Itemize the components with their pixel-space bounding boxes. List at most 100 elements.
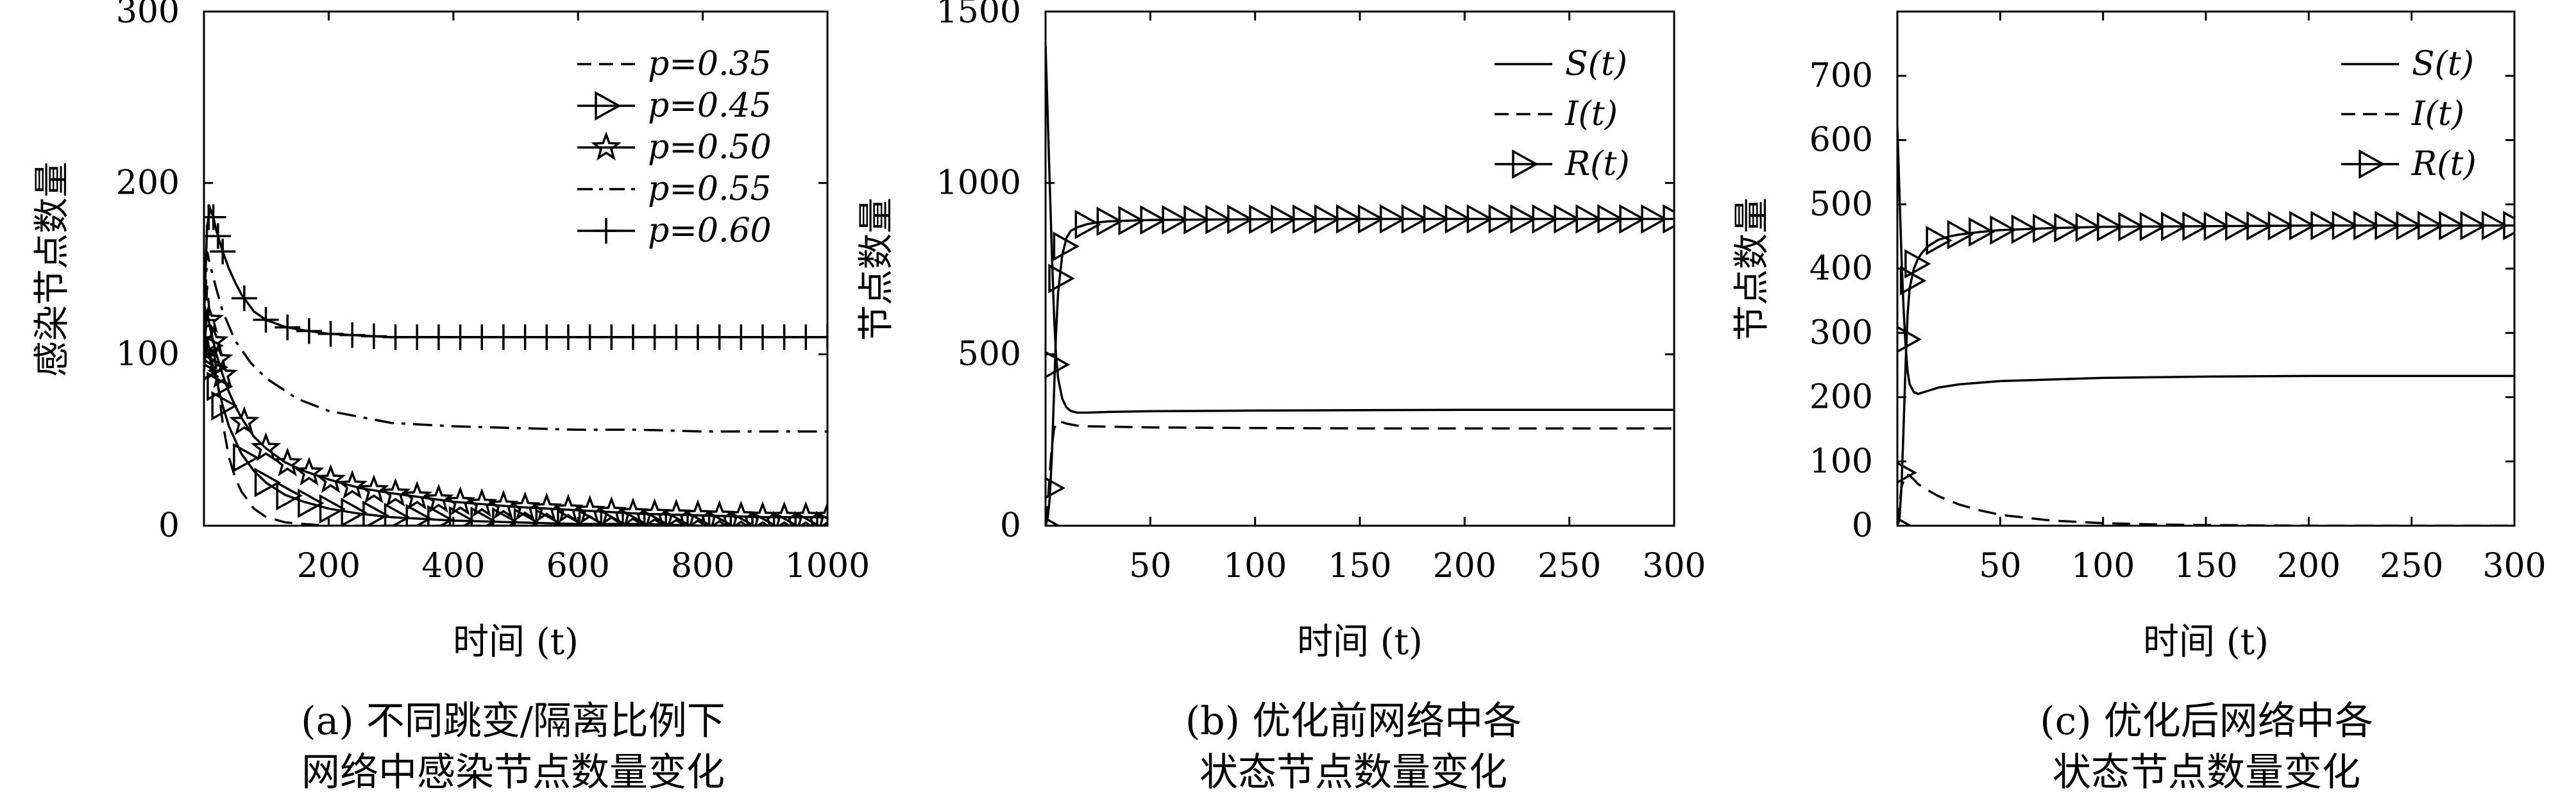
series-point [1401, 204, 1428, 234]
series-line [204, 311, 827, 519]
series-point [728, 324, 754, 350]
series-line [1046, 419, 1674, 524]
plot-area [204, 204, 827, 526]
series-point [204, 338, 219, 367]
chart-b: 50 100 150 200 250 300 0 500 1000 1500 S(t) I(t) R(t… [856, 0, 1706, 795]
series-point [553, 494, 584, 523]
series-point [319, 494, 346, 524]
series-point [207, 358, 239, 388]
series-point [706, 324, 733, 350]
series-point [470, 506, 497, 526]
series-point [2417, 210, 2445, 240]
series-point [445, 486, 476, 515]
y-axis-label: 节点数量 [856, 197, 897, 341]
y-tick-label: 600 [1809, 121, 1873, 160]
series-point [2481, 210, 2509, 240]
x-axis-label: 时间 (t) [1297, 621, 1423, 663]
x-tick-label: 200 [2277, 547, 2341, 585]
series-point [1532, 204, 1559, 234]
series-point [2460, 210, 2487, 240]
series-point [2161, 212, 2188, 242]
series-point [2375, 210, 2402, 240]
series-point [1969, 217, 1996, 247]
panel-caption: (b) 优化前网络中各 [1185, 699, 1521, 744]
y-tick-label: 0 [158, 506, 180, 545]
series-point [469, 324, 495, 350]
series-point [2118, 212, 2145, 242]
x-tick-label: 300 [2482, 547, 2546, 585]
legend-label: p=0.35 [648, 45, 772, 83]
series-point [2246, 211, 2273, 241]
legend-label: S(t) [1565, 45, 1627, 83]
series-point [772, 511, 800, 526]
y-tick-label: 300 [116, 0, 180, 31]
x-axis-label: 时间 (t) [453, 621, 579, 663]
series-point [1423, 204, 1450, 234]
series-point [341, 498, 368, 526]
series-point [2332, 210, 2359, 240]
series-point [535, 508, 562, 526]
series-point [1466, 204, 1494, 234]
series-point [1510, 204, 1537, 234]
panel-caption: 状态节点数量变化 [2053, 750, 2360, 795]
series-point [1554, 204, 1580, 234]
series-point [427, 505, 454, 526]
series-point [1597, 204, 1624, 234]
series-point [1074, 210, 1101, 240]
series-point [622, 509, 648, 526]
series-point [210, 238, 236, 265]
series-point [531, 492, 563, 522]
series-point [2203, 211, 2231, 241]
series-point [1897, 326, 1922, 353]
series-0-2 [204, 304, 827, 526]
y-tick-label: 1000 [936, 163, 1021, 202]
series-point [686, 510, 713, 526]
plot-frame [1896, 10, 2516, 527]
series-point [204, 307, 217, 333]
series-point [729, 511, 756, 526]
series-point [2225, 211, 2252, 241]
series-1-1 [1046, 419, 1674, 524]
x-tick-label: 300 [1642, 547, 1706, 585]
legend-label: p=0.45 [648, 87, 772, 125]
x-tick-label: 100 [1223, 547, 1287, 585]
series-point [618, 497, 648, 526]
series-point [1897, 462, 1917, 484]
x-tick-label: 1000 [785, 547, 870, 585]
series-point [1292, 204, 1319, 234]
series-point [1227, 205, 1254, 235]
panel-caption: 状态节点数量变化 [1199, 750, 1507, 795]
series-point [2310, 210, 2337, 240]
series-point [204, 325, 229, 355]
series-point [207, 371, 233, 401]
series-point [296, 318, 322, 344]
chart-a: 200 400 600 800 10000100200300p=0.35p=0.45p=… [31, 0, 870, 795]
x-tick-label: 600 [547, 547, 610, 585]
y-tick-label: 100 [1809, 442, 1873, 481]
series-point [1271, 204, 1298, 234]
series-point [250, 431, 282, 462]
series-point [359, 474, 389, 504]
series-point [2267, 211, 2295, 241]
series-point [641, 324, 668, 350]
series-point [2139, 212, 2167, 242]
series-point [1990, 215, 2017, 245]
series-point [1926, 226, 1953, 256]
series-point [2289, 210, 2316, 240]
series-point [598, 324, 625, 350]
x-tick-label: 50 [1129, 547, 1171, 585]
legend-label: I(t) [2411, 95, 2464, 133]
y-tick-label: 700 [1809, 56, 1873, 95]
series-point [509, 491, 541, 521]
series-point [1096, 206, 1123, 237]
legend-marker [591, 131, 622, 161]
series-point [794, 511, 821, 526]
series-point [275, 314, 301, 340]
series-point [229, 406, 260, 435]
legend-label: R(t) [1564, 145, 1630, 183]
legend-label: S(t) [2412, 45, 2474, 83]
series-point [2011, 214, 2038, 244]
legend-label: p=0.60 [648, 212, 772, 250]
series-line [204, 251, 827, 433]
